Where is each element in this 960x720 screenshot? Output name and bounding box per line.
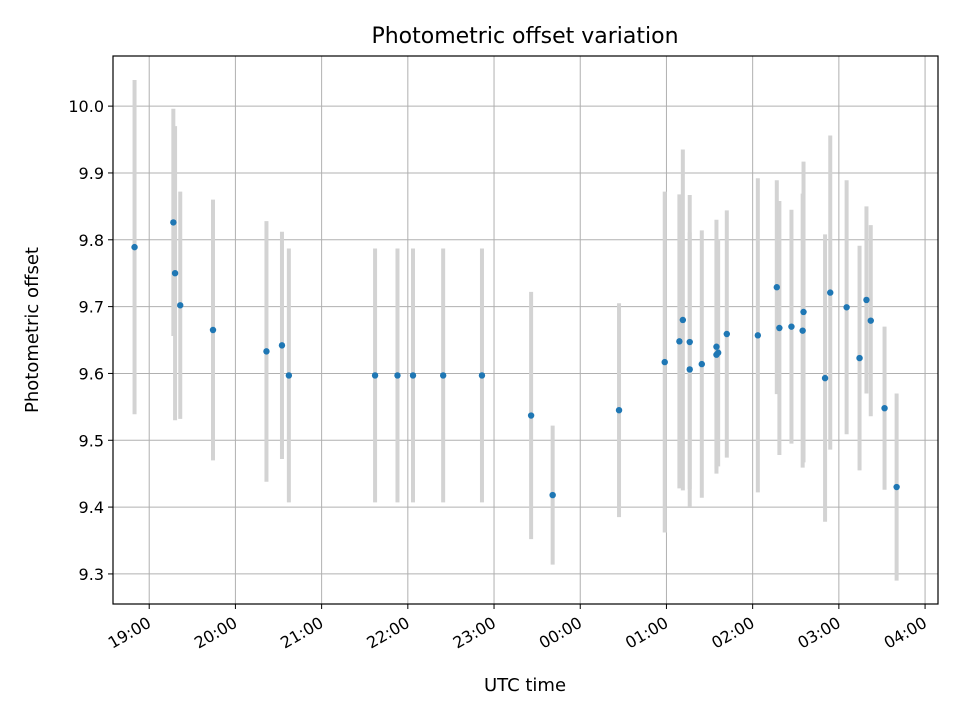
y-tick-label: 9.5 xyxy=(79,431,104,450)
y-axis-ticks: 9.3 9.4 9.5 9.6 9.7 9.8 9.9 10.0 xyxy=(68,97,113,584)
data-point xyxy=(714,349,722,356)
data-point xyxy=(170,219,177,226)
data-point xyxy=(527,412,535,419)
data-point xyxy=(827,289,834,296)
data-point xyxy=(394,372,401,379)
data-point xyxy=(776,324,783,332)
data-point xyxy=(821,374,829,382)
data-point xyxy=(371,372,379,379)
data-point xyxy=(773,284,780,291)
grid xyxy=(113,56,938,604)
data-point xyxy=(676,338,683,345)
data-point xyxy=(893,483,900,491)
plot-frame xyxy=(112,55,939,605)
x-axis-label: UTC time xyxy=(484,675,566,696)
data-point xyxy=(799,327,806,334)
data-point xyxy=(686,366,693,373)
data-point xyxy=(278,342,286,349)
y-tick-label: 9.9 xyxy=(79,164,104,183)
data-point xyxy=(285,372,293,379)
y-axis-label: Photometric offset xyxy=(22,247,43,413)
data-point xyxy=(713,343,720,350)
data-point xyxy=(439,372,447,379)
data-point xyxy=(177,302,184,309)
y-tick-label: 9.3 xyxy=(79,565,104,584)
data-point xyxy=(856,354,863,362)
data-point xyxy=(661,358,668,366)
y-tick-label: 9.6 xyxy=(79,364,104,383)
data-point xyxy=(698,360,705,368)
y-tick-label: 9.4 xyxy=(79,498,104,517)
data-point xyxy=(171,269,179,277)
data-point xyxy=(549,491,556,499)
data-point xyxy=(863,296,870,304)
data-point xyxy=(800,308,807,316)
chart-title: Photometric offset variation xyxy=(371,24,678,49)
data-point xyxy=(723,330,730,338)
data-point xyxy=(478,372,486,379)
data-point xyxy=(409,372,417,379)
data-point xyxy=(867,317,874,324)
data-point xyxy=(754,332,762,339)
data-point xyxy=(881,404,888,412)
data-points xyxy=(131,219,900,499)
y-tick-label: 9.8 xyxy=(79,231,104,250)
y-tick-label: 9.7 xyxy=(79,298,104,317)
data-point xyxy=(679,316,687,324)
data-point xyxy=(843,304,850,311)
data-point xyxy=(209,326,217,334)
data-point xyxy=(131,243,138,251)
data-point xyxy=(263,348,270,355)
data-point xyxy=(615,406,623,414)
data-point xyxy=(686,338,693,346)
y-tick-label: 10.0 xyxy=(68,97,104,116)
data-point xyxy=(788,323,795,330)
